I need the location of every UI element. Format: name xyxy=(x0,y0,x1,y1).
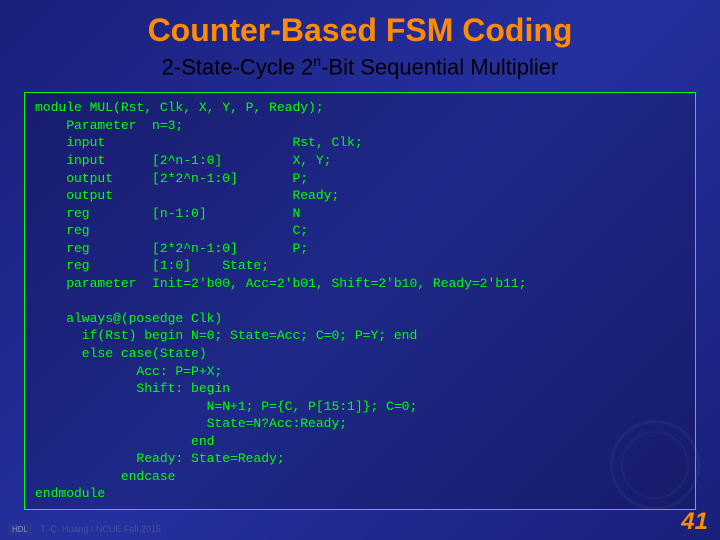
subtitle-post: -Bit Sequential Multiplier xyxy=(321,54,558,79)
footer-badge: HDL xyxy=(8,524,32,535)
slide-title: Counter-Based FSM Coding xyxy=(0,0,720,49)
page-number: 41 xyxy=(681,508,708,536)
slide-subtitle: 2-State-Cycle 2n-Bit Sequential Multipli… xyxy=(0,53,720,80)
subtitle-pre: 2-State-Cycle 2 xyxy=(162,54,314,79)
footer-author: T.-C. Huang / NCUE Fall 2015 xyxy=(40,524,161,534)
subtitle-superscript: n xyxy=(313,53,321,69)
watermark-logo xyxy=(610,420,700,510)
code-block: module MUL(Rst, Clk, X, Y, P, Ready); Pa… xyxy=(24,92,696,510)
footer: HDL T.-C. Huang / NCUE Fall 2015 xyxy=(8,524,161,534)
